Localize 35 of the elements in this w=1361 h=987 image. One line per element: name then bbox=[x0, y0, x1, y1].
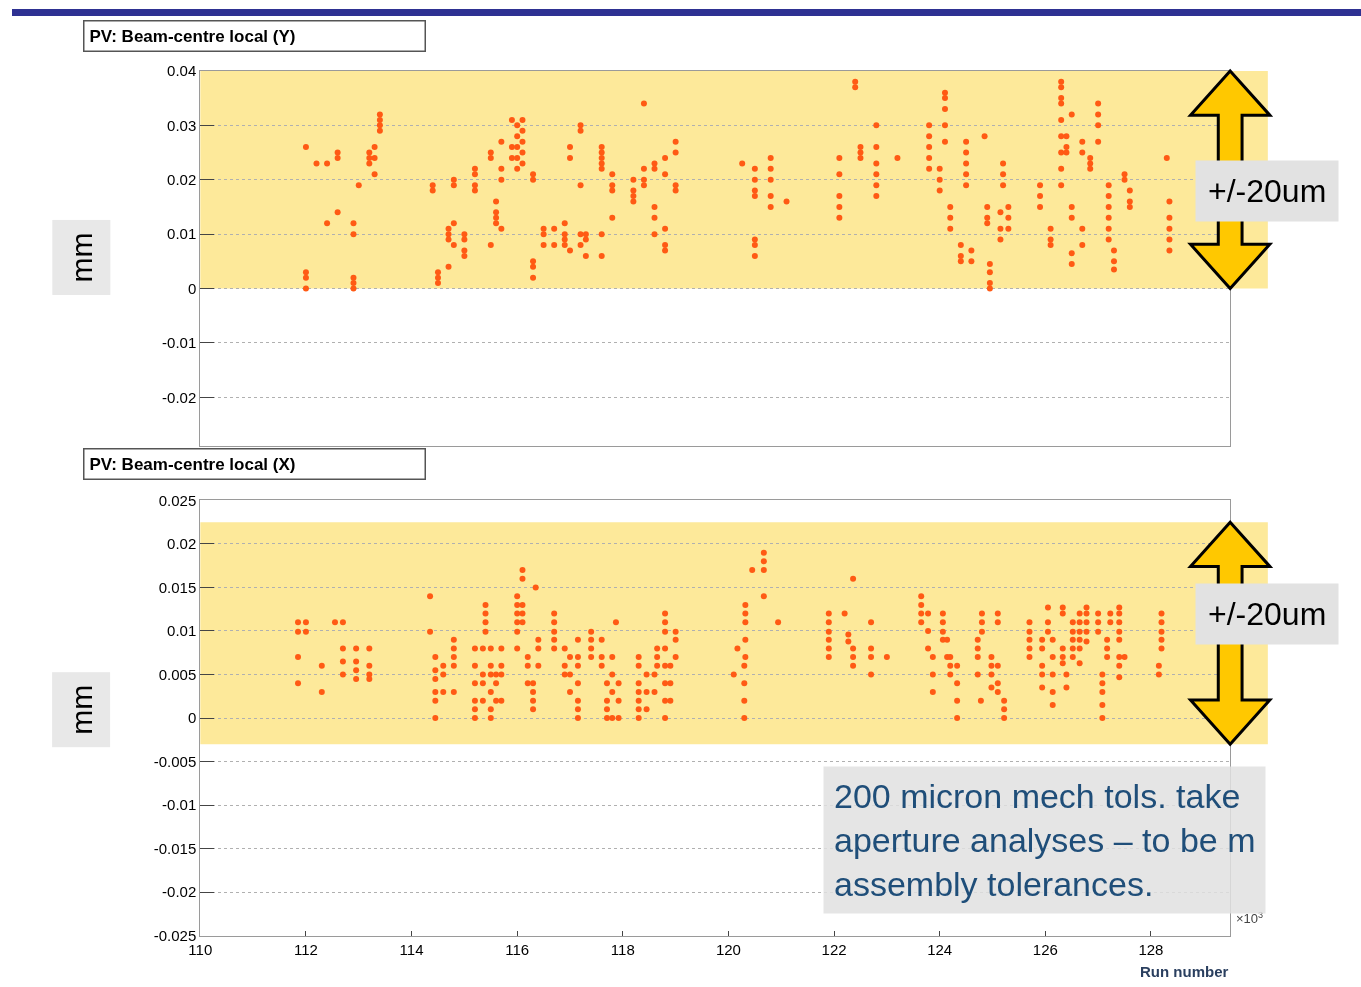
chart-title: PV: Beam-centre local (Y) bbox=[89, 26, 296, 46]
y-tick-label: 0.015 bbox=[158, 578, 197, 596]
y-tick-label: 0.025 bbox=[158, 491, 197, 509]
x-tick-label: 120 bbox=[715, 940, 741, 958]
x-tick-label: 126 bbox=[1032, 940, 1058, 958]
chart-title: PV: Beam-centre local (X) bbox=[89, 454, 296, 474]
y-tick-label: -0.01 bbox=[162, 796, 197, 814]
x-tick-label: 122 bbox=[821, 940, 847, 958]
x-tick-label: 124 bbox=[927, 940, 953, 958]
y-tick-label: 0.02 bbox=[167, 535, 197, 553]
annotation: +/-20um bbox=[1208, 173, 1327, 209]
text: ×10$^{3}$ bbox=[1236, 910, 1264, 927]
y-tick-label: -0.015 bbox=[153, 839, 197, 857]
y-tick-label: 0 bbox=[187, 279, 197, 297]
y-tick-label: -0.005 bbox=[153, 752, 197, 770]
y-tick-label: 0 bbox=[187, 709, 197, 727]
y-axis-title: mm bbox=[64, 684, 98, 735]
y-tick-label: -0.02 bbox=[162, 388, 197, 406]
x-tick-label: 116 bbox=[505, 940, 530, 958]
x-tick-label: 128 bbox=[1138, 940, 1164, 958]
y-axis-title: mm bbox=[64, 232, 98, 283]
y-tick-label: 0.005 bbox=[158, 665, 197, 683]
y-tick-label: 0.03 bbox=[167, 116, 197, 134]
y-tick-label: -0.02 bbox=[162, 883, 197, 901]
y-tick-label: 0.01 bbox=[167, 225, 197, 243]
x-tick-label: 112 bbox=[293, 940, 318, 958]
x-axis-title: Run number bbox=[1140, 963, 1229, 980]
y-tick-label: 0.04 bbox=[167, 62, 197, 80]
x-tick-label: 114 bbox=[399, 940, 424, 958]
x-tick-label: 118 bbox=[610, 940, 635, 958]
y-tick-label: 0.01 bbox=[167, 622, 197, 640]
y-tick-label: -0.01 bbox=[162, 334, 197, 352]
annotation: 200 micron mech tols. take aperture analyses – to be m assembly tolerances. bbox=[834, 777, 1256, 904]
annotation: +/-20um bbox=[1208, 596, 1327, 632]
y-tick-label: 0.02 bbox=[167, 170, 197, 188]
